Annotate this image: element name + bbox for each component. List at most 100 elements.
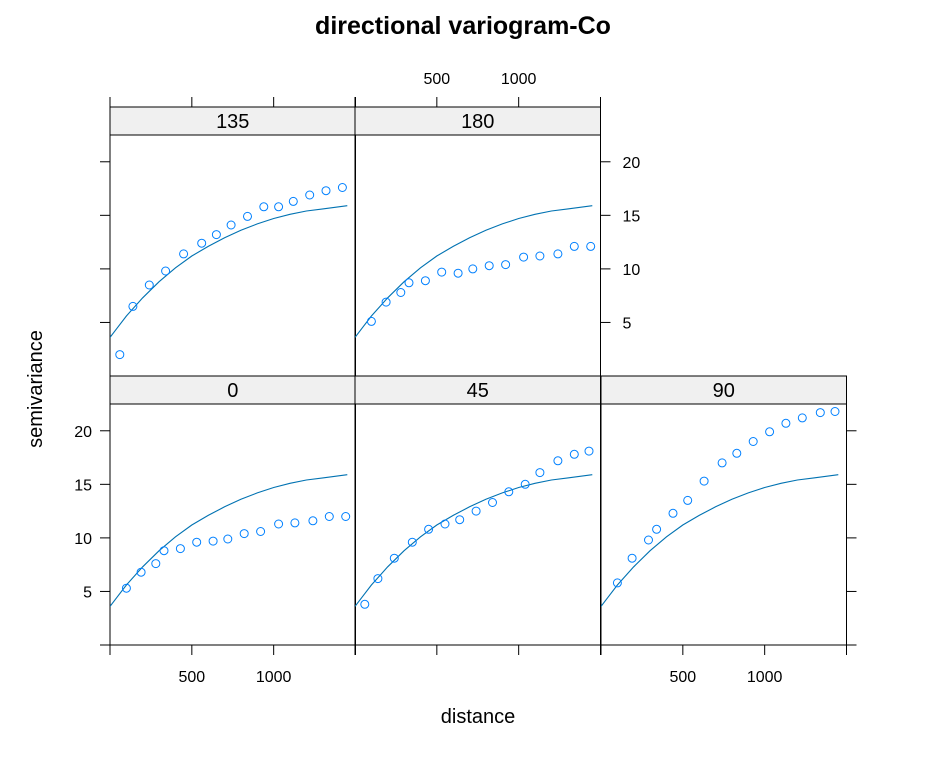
data-point-45-6 <box>455 515 465 525</box>
data-point-45-1 <box>373 574 383 584</box>
data-point-90-13 <box>815 408 825 418</box>
data-point-90-0 <box>612 578 622 588</box>
data-point-0-4 <box>175 544 185 554</box>
x-tick-label-top: 1000 <box>501 71 537 88</box>
data-point-90-6 <box>699 476 709 486</box>
data-point-90-1 <box>627 553 637 563</box>
strip-label-0: 0 <box>227 380 238 402</box>
panel-135: 135 <box>109 106 356 377</box>
data-point-135-14 <box>337 183 347 192</box>
data-point-180-7 <box>468 264 478 274</box>
data-point-135-13 <box>321 186 331 196</box>
data-point-45-0 <box>360 599 370 609</box>
data-point-90-9 <box>748 437 758 446</box>
y-tick-label-left: 15 <box>74 477 92 494</box>
panel-frame-0 <box>109 403 356 646</box>
panel-frame-45 <box>354 403 601 646</box>
data-point-135-12 <box>305 190 315 200</box>
data-point-90-7 <box>717 458 727 468</box>
data-point-90-4 <box>668 508 678 518</box>
y-tick-label-right: 5 <box>623 315 632 332</box>
data-point-0-3 <box>159 546 169 556</box>
panel-90: 90 <box>600 375 847 646</box>
y-axis-label: semivariance <box>25 330 47 448</box>
data-point-45-13 <box>569 449 579 459</box>
panel-frame-90 <box>600 403 847 646</box>
x-tick-label-bottom: 500 <box>669 669 696 686</box>
data-point-180-14 <box>586 241 596 251</box>
strip-90 <box>600 375 847 405</box>
data-point-180-5 <box>437 267 447 277</box>
data-point-180-0 <box>366 316 376 326</box>
data-point-135-7 <box>226 220 236 230</box>
data-point-135-8 <box>243 211 252 221</box>
data-point-90-8 <box>732 448 742 458</box>
y-tick-label-right: 10 <box>623 262 641 279</box>
data-point-0-8 <box>239 529 249 539</box>
data-point-90-2 <box>644 535 653 545</box>
panel-0: 0 <box>109 375 356 646</box>
data-point-45-9 <box>504 487 514 497</box>
data-point-135-4 <box>179 249 189 259</box>
data-point-180-1 <box>381 297 391 307</box>
data-point-45-5 <box>440 519 450 529</box>
data-point-90-3 <box>652 524 662 534</box>
data-point-180-11 <box>535 251 545 261</box>
data-point-45-7 <box>471 506 481 516</box>
y-tick-label-right: 15 <box>623 208 641 225</box>
data-point-0-5 <box>192 537 202 547</box>
data-point-180-3 <box>404 278 414 288</box>
y-tick-label-left: 5 <box>83 584 92 601</box>
data-point-45-3 <box>407 537 417 547</box>
data-point-0-11 <box>290 518 300 528</box>
y-tick-label-left: 20 <box>74 424 92 441</box>
data-point-45-2 <box>389 553 399 563</box>
data-point-0-0 <box>121 583 131 593</box>
panel-45: 45 <box>354 375 601 646</box>
data-point-90-10 <box>765 427 775 437</box>
data-point-45-11 <box>535 468 545 478</box>
data-point-180-2 <box>396 288 406 297</box>
data-point-135-11 <box>288 196 298 206</box>
x-tick-label-bottom: 1000 <box>256 669 292 686</box>
x-tick-label-bottom: 500 <box>178 669 205 686</box>
data-point-180-9 <box>501 260 511 270</box>
data-point-90-14 <box>830 407 840 416</box>
data-point-90-11 <box>781 418 791 428</box>
data-point-45-14 <box>584 446 594 456</box>
strip-0 <box>109 375 356 405</box>
data-point-135-9 <box>259 202 269 212</box>
data-point-180-6 <box>453 268 463 278</box>
axes-group: 500 1000 500 1000 500 1000 5 10 15 20 5 10 15 20 <box>74 71 857 686</box>
data-point-90-12 <box>797 413 807 423</box>
model-curve-135 <box>110 205 348 338</box>
data-point-0-7 <box>223 534 233 544</box>
data-point-0-1 <box>136 567 146 577</box>
y-tick-label-left: 10 <box>74 531 92 548</box>
data-point-135-2 <box>144 280 154 290</box>
data-point-135-3 <box>161 266 171 276</box>
model-curve-90 <box>601 474 839 607</box>
data-point-0-12 <box>308 516 318 526</box>
data-point-0-9 <box>256 527 266 536</box>
data-point-180-4 <box>420 276 430 286</box>
data-point-135-0 <box>115 350 125 360</box>
data-point-180-10 <box>519 252 529 262</box>
model-curve-0 <box>110 474 348 607</box>
data-point-45-12 <box>553 456 563 466</box>
x-tick-label-bottom: 1000 <box>747 669 783 686</box>
strip-label-45: 45 <box>467 380 489 402</box>
data-point-135-1 <box>128 301 138 311</box>
data-point-45-10 <box>520 479 530 489</box>
data-point-180-8 <box>484 261 494 271</box>
data-point-90-5 <box>683 495 693 505</box>
data-point-180-12 <box>553 249 563 259</box>
x-axis-label: distance <box>441 706 516 728</box>
y-tick-label-right: 20 <box>623 155 641 172</box>
panel-180: 180 <box>354 106 601 377</box>
data-point-0-2 <box>151 559 161 569</box>
data-point-0-10 <box>274 519 284 529</box>
model-curve-180 <box>355 205 593 338</box>
